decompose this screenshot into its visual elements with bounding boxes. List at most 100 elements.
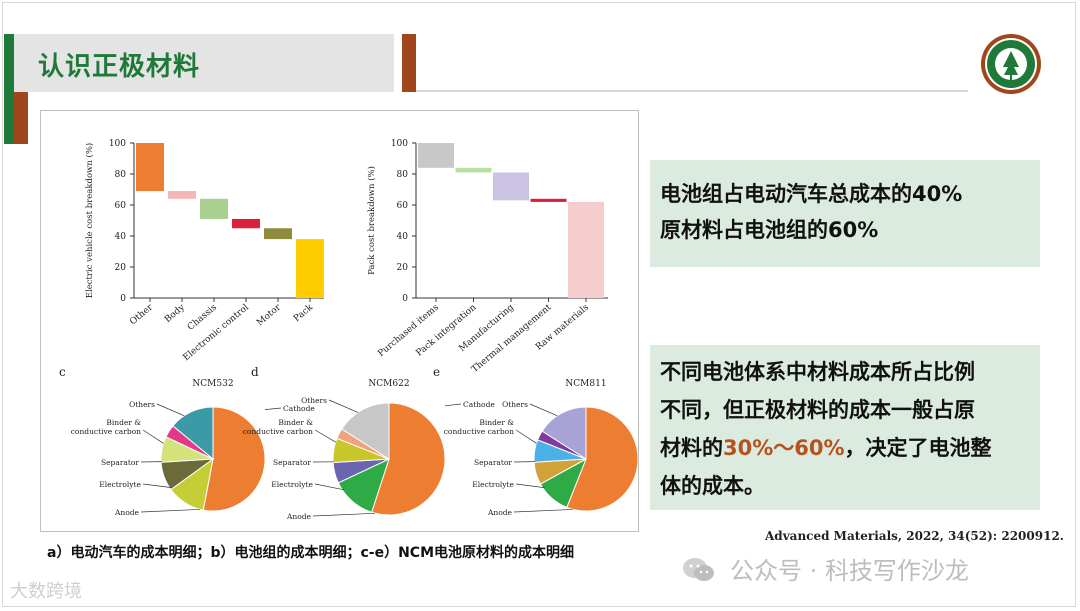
bar-4 bbox=[568, 201, 604, 298]
chart-c: c NCM532 Cathode Anode Electrolyte Separator B… bbox=[59, 365, 315, 517]
leader-line bbox=[140, 509, 201, 513]
x-tick-label: Body bbox=[163, 302, 188, 325]
slice-label: Binder & bbox=[479, 418, 514, 427]
university-logo bbox=[981, 34, 1041, 94]
y-tick-label: 20 bbox=[115, 263, 127, 273]
slice-label: Electrolyte bbox=[472, 480, 514, 489]
chart-e: e NCM811 Cathode Anode Electrolyte Separator B… bbox=[433, 365, 688, 517]
slice-label: Separator bbox=[101, 458, 139, 467]
wechat-icon bbox=[683, 558, 714, 581]
slide-title: 认识正极材料 bbox=[38, 52, 201, 82]
y-tick-label: 100 bbox=[109, 139, 126, 149]
slice-label: Separator bbox=[273, 458, 311, 467]
slice-label: Others bbox=[502, 400, 528, 409]
title-accent-green bbox=[4, 34, 14, 144]
y-tick-label: 100 bbox=[391, 139, 408, 149]
slice-label: Binder & bbox=[278, 418, 313, 427]
bar-2 bbox=[493, 172, 529, 201]
leader-line bbox=[142, 483, 172, 488]
summary-box-1: 电池组占电动汽车总成本的40% 原材料占电池组的60% bbox=[650, 160, 1040, 267]
slice-label: Cathode bbox=[283, 404, 315, 413]
bar-2 bbox=[200, 198, 228, 219]
slice-5 bbox=[341, 402, 390, 460]
summary-line-2: 原材料占电池组的60% bbox=[660, 218, 879, 242]
cost-breakdown-figure: a020406080100Electric vehicle cost break… bbox=[59, 92, 688, 521]
slice-5 bbox=[541, 406, 587, 460]
panel-letter: e bbox=[433, 365, 440, 379]
y-tick-label: 40 bbox=[397, 232, 409, 242]
title-accent-brown-small bbox=[14, 92, 28, 144]
slice-label: Others bbox=[301, 396, 327, 405]
x-tick-label: Purchased items bbox=[376, 302, 441, 359]
panel-letter: d bbox=[251, 365, 259, 379]
chart-d: d NCM622 Cathode Anode Electrolyte Separator B… bbox=[243, 365, 496, 521]
slice-label: Anode bbox=[487, 508, 513, 517]
slice-0 bbox=[371, 402, 446, 516]
title-accent-brown bbox=[402, 34, 416, 92]
bar-5 bbox=[296, 239, 324, 298]
leader-line bbox=[513, 509, 574, 513]
bar-0 bbox=[136, 143, 164, 192]
highlight-percentage: 30%～60% bbox=[723, 436, 845, 460]
chart-b: b020406080100Pack cost breakdown (%)Purc… bbox=[346, 92, 608, 375]
summary-line-3: 不同电池体系中材料成本所占比例 bbox=[660, 360, 975, 384]
y-tick-label: 40 bbox=[115, 232, 127, 242]
title-divider bbox=[416, 90, 968, 92]
slice-0 bbox=[566, 406, 639, 512]
leader-line bbox=[314, 483, 345, 491]
bar-3 bbox=[530, 198, 567, 202]
chart-a: a020406080100Electric vehicle cost break… bbox=[64, 92, 324, 363]
leader-line bbox=[142, 429, 164, 444]
slice-label: conductive carbon bbox=[243, 427, 313, 436]
bar-0 bbox=[418, 143, 454, 168]
title-bar-background bbox=[4, 34, 394, 92]
y-tick-label: 0 bbox=[120, 294, 126, 304]
slice-0 bbox=[202, 406, 266, 512]
leader-line bbox=[444, 403, 462, 407]
slice-label: Anode bbox=[286, 512, 312, 521]
leader-line bbox=[314, 429, 336, 443]
summary-line-6: 体的成本。 bbox=[660, 474, 765, 498]
pie-title: NCM811 bbox=[565, 379, 606, 389]
leader-line bbox=[515, 483, 545, 488]
y-tick-label: 80 bbox=[115, 170, 127, 180]
figure-caption: a）电动汽车的成本明细；b）电池组的成本明细；c-e）NCM电池原材料的成本明细 bbox=[47, 545, 574, 561]
summary-line-5-pre: 材料的 bbox=[660, 436, 723, 460]
leader-line bbox=[515, 429, 537, 444]
summary-box-1-text: 电池组占电动汽车总成本的40% 原材料占电池组的60% bbox=[660, 176, 962, 248]
leader-line bbox=[529, 403, 558, 417]
pie-title: NCM622 bbox=[368, 379, 409, 389]
y-tick-label: 80 bbox=[397, 170, 409, 180]
bar-4 bbox=[264, 228, 292, 240]
watermark-text: 公众号 · 科技写作沙龙 bbox=[730, 557, 969, 585]
summary-line-5: 材料的30%～60%，决定了电池整 bbox=[660, 429, 992, 467]
summary-box-2-text: 不同电池体系中材料成本所占比例 不同，但正极材料的成本一般占原 材料的30%～6… bbox=[660, 353, 992, 505]
leader-line bbox=[264, 407, 282, 410]
summary-line-1: 电池组占电动汽车总成本的40% bbox=[660, 182, 963, 206]
panel-letter: c bbox=[59, 365, 66, 379]
slice-label: Cathode bbox=[463, 400, 495, 409]
leader-line bbox=[312, 512, 376, 517]
slice-label: Electrolyte bbox=[271, 480, 313, 489]
summary-box-2: 不同电池体系中材料成本所占比例 不同，但正极材料的成本一般占原 材料的30%～6… bbox=[650, 345, 1040, 510]
slice-label: Binder & bbox=[106, 418, 141, 427]
y-tick-label: 60 bbox=[115, 201, 127, 211]
bar-1 bbox=[455, 167, 492, 173]
pie-title: NCM532 bbox=[192, 379, 233, 389]
watermark-bottom: 大数跨境 bbox=[10, 581, 82, 602]
figure-panel: a020406080100Electric vehicle cost break… bbox=[40, 92, 688, 532]
slice-label: Electrolyte bbox=[99, 480, 141, 489]
bar-3 bbox=[232, 218, 260, 229]
y-tick-label: 60 bbox=[397, 201, 409, 211]
y-axis-label: Pack cost breakdown (%) bbox=[366, 166, 377, 275]
slice-5 bbox=[172, 406, 214, 461]
slice-label: Others bbox=[129, 400, 155, 409]
x-tick-label: Other bbox=[128, 302, 155, 327]
bar-1 bbox=[168, 191, 196, 199]
summary-line-5-post: ，决定了电池整 bbox=[844, 436, 992, 460]
slice-label: Anode bbox=[114, 508, 140, 517]
slice-label: conductive carbon bbox=[444, 427, 514, 436]
leader-line bbox=[156, 403, 185, 417]
y-axis-label: Electric vehicle cost breakdown (%) bbox=[84, 143, 95, 298]
slice-label: conductive carbon bbox=[71, 427, 141, 436]
